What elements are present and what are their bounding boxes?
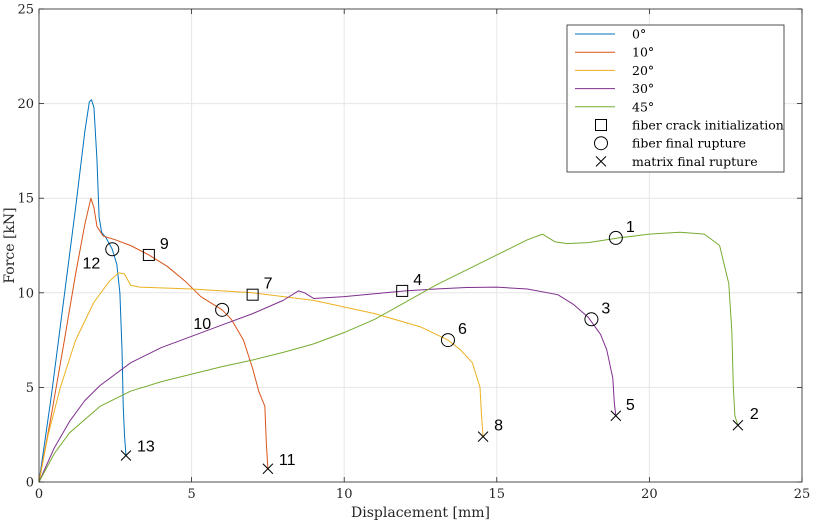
series-line-5 [38,231,739,483]
annotation-label-1: 1 [626,219,635,236]
series-lines [38,99,739,483]
x-axis-title: Displacement [mm] [351,505,490,521]
legend-marker-label-circle: fiber final rupture [632,136,746,151]
legend-label-5: 45° [632,99,654,114]
legend-marker-label-square: fiber crack initialization [632,118,784,133]
legend-label-1: 0° [632,27,646,42]
annotation-label-9: 9 [160,236,169,253]
marker-circle-3 [584,312,599,327]
annotation-label-13: 13 [137,439,155,456]
annotation-label-6: 6 [458,321,467,338]
y-tick-label: 25 [17,3,34,18]
y-tick-label: 10 [17,286,34,301]
marker-square-4 [396,284,409,297]
legend-circle-icon [594,136,608,151]
marker-circle-10 [215,302,230,317]
marker-cross-2 [732,419,744,431]
legend-marker-label-cross: matrix final rupture [632,154,758,169]
legend-square-icon [595,119,607,131]
series-line-1 [38,99,127,483]
annotation-label-11: 11 [279,452,296,469]
annotation-label-12: 12 [82,255,100,272]
x-tick-label: 20 [641,487,658,502]
legend-label-2: 10° [632,45,654,60]
marker-circle-6 [440,333,455,348]
x-tick-label: 0 [35,487,43,502]
y-tick-label: 20 [17,97,34,112]
series-line-2 [38,197,269,483]
x-tick-label: 15 [489,487,506,502]
marker-cross-5 [610,410,622,422]
y-tick-label: 15 [17,192,34,207]
annotation-label-3: 3 [601,300,610,317]
marker-square-9 [142,248,155,261]
annotation-label-2: 2 [750,406,759,423]
plot-frame [38,8,803,483]
series-line-3 [38,272,484,483]
marker-cross-11 [262,463,274,475]
y-tick-label: 5 [26,381,34,396]
marker-circle-12 [105,242,120,257]
marker-square-7 [246,288,259,301]
legend-label-4: 30° [632,81,654,96]
y-tick-label: 0 [26,476,34,491]
x-tick-label: 25 [794,487,811,502]
x-tick-label: 10 [336,487,353,502]
legend: 0° 10° 20° 30° 45° fiber crack initialization… [566,24,785,173]
marker-cross-8 [477,431,489,442]
marker-cross-13 [120,450,132,461]
legend-cross-icon [595,156,607,167]
x-tick-label: 5 [187,487,195,502]
annotation-label-10: 10 [193,316,211,333]
annotation-label-7: 7 [264,276,273,293]
annotation-label-4: 4 [413,272,422,289]
annotation-label-5: 5 [626,397,635,414]
legend-label-3: 20° [632,63,654,78]
annotation-label-8: 8 [494,418,503,435]
series-line-4 [38,286,617,483]
marker-circle-1 [608,230,623,245]
legend-box [566,24,785,173]
y-axis-title: Force [kN] [2,207,18,283]
